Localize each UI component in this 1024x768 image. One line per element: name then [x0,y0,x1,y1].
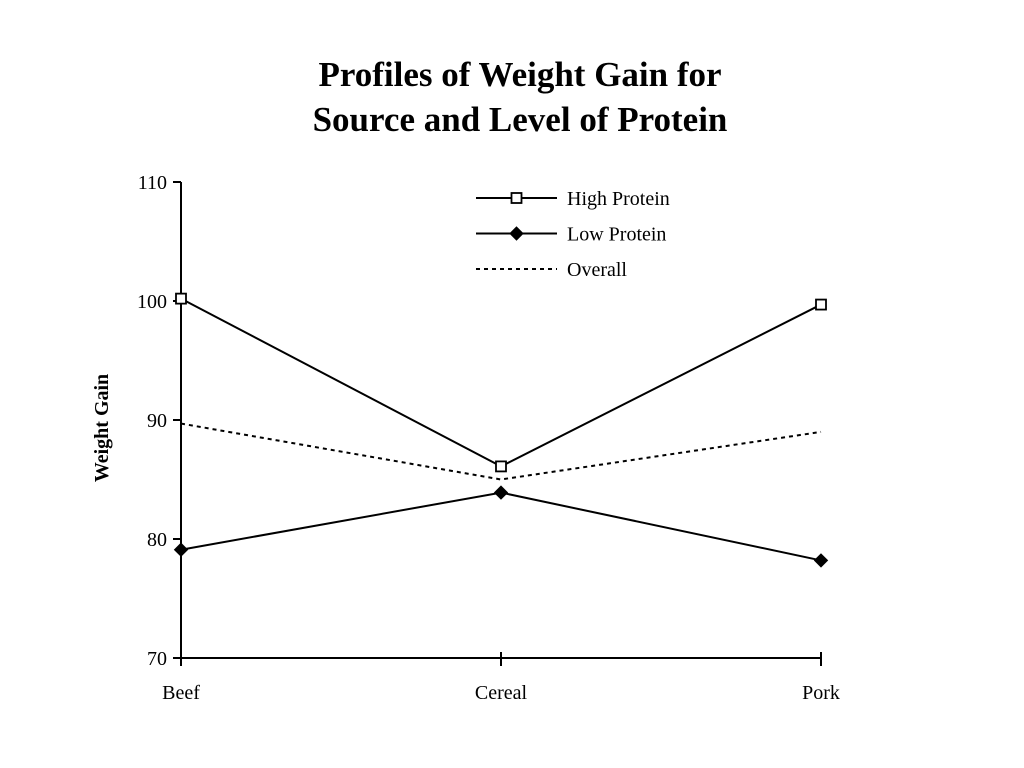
point-low-protein [813,553,829,568]
point-high-protein [175,292,187,305]
y-tick-label: 80 [147,529,167,551]
x-tick-label: Cereal [475,682,528,704]
legend-label-low-protein: Low Protein [567,224,666,246]
y-axis-label: Weight Gain [91,374,113,482]
chart-title: Profiles of Weight Gain for Source and L… [0,52,1024,142]
point-high-protein [495,460,507,473]
legend-marker-high-protein [510,192,523,204]
legend-marker-low-protein [509,226,524,241]
legend-label-high-protein: High Protein [567,188,670,210]
legend-label-overall: Overall [567,259,627,281]
y-tick-label: 70 [147,648,167,670]
y-tick-label: 90 [147,410,167,432]
series-line-low-protein [180,491,822,562]
axes: 70 80 90 100 110 Beef Cereal Pork [137,172,840,704]
y-tick-label: 100 [137,291,167,313]
legend: High Protein Low Protein Overall [476,188,670,281]
point-low-protein [493,485,509,500]
series-layer [173,292,829,568]
x-tick-label: Pork [802,682,840,704]
point-low-protein [173,542,189,557]
point-high-protein [815,298,827,311]
y-tick-label: 110 [138,172,167,194]
x-tick-label: Beef [162,682,200,704]
chart-title-line-2: Source and Level of Protein [312,100,728,139]
chart-title-line-1: Profiles of Weight Gain for [318,55,722,94]
